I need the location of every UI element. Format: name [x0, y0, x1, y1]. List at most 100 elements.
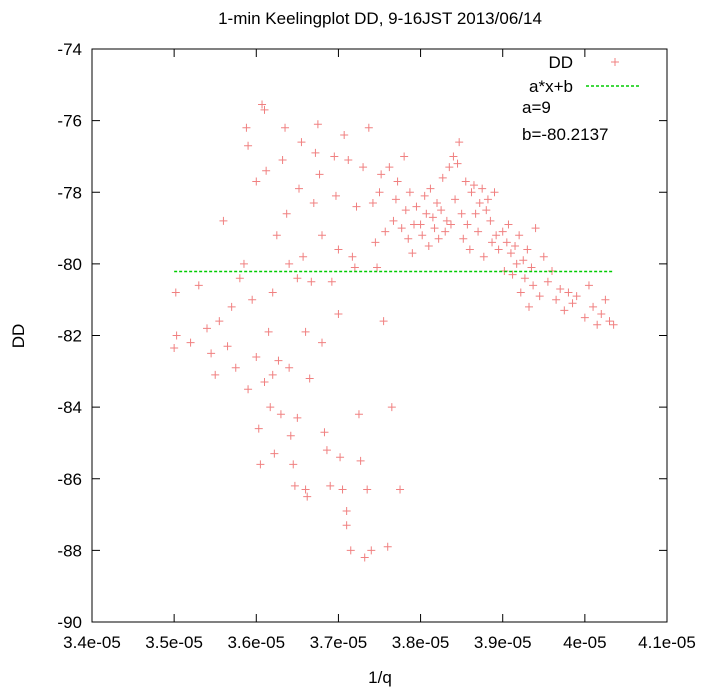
data-point: [520, 274, 529, 283]
data-point: [373, 263, 382, 272]
data-point: [428, 213, 437, 222]
data-point: [334, 245, 343, 254]
data-point: [381, 227, 390, 236]
data-point: [511, 241, 520, 250]
data-point: [344, 156, 353, 165]
data-point: [348, 252, 357, 261]
data-point: [383, 542, 392, 551]
data-point: [420, 191, 429, 200]
data-point: [584, 281, 593, 290]
data-point: [278, 156, 287, 165]
y-tick-label: -74: [57, 40, 82, 59]
x-tick-label: 3.6e-05: [227, 633, 285, 652]
data-point: [303, 492, 312, 501]
data-point: [260, 378, 269, 387]
data-point: [422, 209, 431, 218]
annotation-a: a=9: [522, 98, 551, 117]
data-point: [315, 170, 324, 179]
y-tick-label: -76: [57, 112, 82, 131]
data-point: [404, 234, 413, 243]
y-tick-label: -84: [57, 398, 82, 417]
data-point: [342, 506, 351, 515]
data-point: [519, 256, 528, 265]
x-tick-label: 3.9e-05: [474, 633, 532, 652]
data-point: [282, 209, 291, 218]
data-point: [207, 349, 216, 358]
data-point: [572, 292, 581, 301]
data-point: [281, 123, 290, 132]
data-point: [301, 327, 310, 336]
data-point: [535, 292, 544, 301]
data-point: [293, 413, 302, 422]
data-point: [418, 231, 427, 240]
data-point: [327, 277, 336, 286]
data-point: [593, 320, 602, 329]
data-point: [488, 238, 497, 247]
x-axis-label: 1/q: [368, 668, 392, 687]
data-point: [262, 166, 271, 175]
legend-label-dd: DD: [548, 53, 573, 72]
data-point: [396, 485, 405, 494]
data-point: [405, 188, 414, 197]
data-point: [254, 424, 263, 433]
data-point: [424, 241, 433, 250]
data-point: [397, 224, 406, 233]
data-point: [231, 363, 240, 372]
data-point: [252, 352, 261, 361]
data-point: [433, 198, 441, 207]
data-point: [364, 123, 373, 132]
data-point: [352, 202, 361, 211]
plot-area: 3.4e-05 3.5e-05 3.6e-05 3.7e-05 3.8e-05 3.9e-…: [57, 40, 695, 652]
data-point: [523, 245, 532, 254]
y-tick-label: -80: [57, 255, 82, 274]
data-point: [437, 206, 446, 215]
y-tick-label: -82: [57, 327, 82, 346]
data-point: [318, 231, 326, 240]
data-point: [342, 521, 351, 530]
data-point: [235, 274, 244, 283]
data-point: [451, 195, 460, 204]
data-point: [331, 191, 340, 200]
data-point: [516, 288, 525, 297]
data-point: [203, 324, 211, 333]
data-point: [442, 216, 451, 225]
data-point: [313, 120, 322, 129]
data-point: [393, 177, 402, 186]
data-point: [426, 184, 435, 193]
data-point: [311, 148, 320, 157]
data-point: [219, 216, 228, 225]
data-point: [449, 152, 458, 161]
data-point: [171, 288, 180, 297]
data-point: [363, 485, 372, 494]
data-point: [543, 277, 552, 286]
data-point: [360, 553, 369, 562]
data-point: [492, 231, 501, 240]
data-point: [368, 198, 377, 207]
data-point: [239, 259, 248, 268]
data-point: [320, 428, 329, 437]
data-point: [412, 202, 421, 211]
data-point: [307, 277, 316, 286]
data-point: [346, 546, 355, 555]
x-tick-label: 3.8e-05: [392, 633, 450, 652]
data-point: [494, 245, 503, 254]
data-point: [356, 456, 365, 465]
data-point: [371, 238, 380, 247]
data-point: [446, 220, 455, 229]
data-point: [512, 259, 521, 268]
x-tick-label: 4e-05: [563, 633, 606, 652]
data-point: [172, 331, 181, 340]
data-point: [502, 238, 511, 247]
data-point: [285, 363, 294, 372]
x-tick-label: 3.5e-05: [145, 633, 203, 652]
data-point: [256, 460, 265, 469]
data-point: [416, 220, 425, 229]
data-point: [455, 138, 464, 147]
data-point: [471, 209, 480, 218]
data-point: [556, 284, 565, 293]
data-point: [475, 198, 484, 207]
data-point: [453, 159, 462, 168]
data-point: [504, 220, 513, 229]
data-point: [270, 449, 279, 458]
